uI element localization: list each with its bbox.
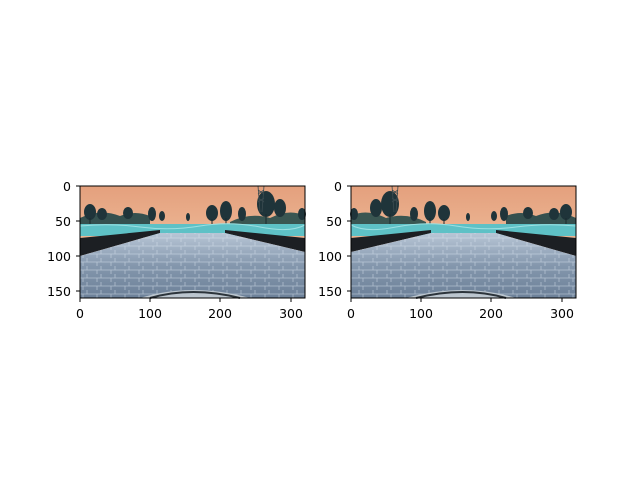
right-xtick-label: 100 bbox=[409, 306, 433, 321]
left-ytick-label: 150 bbox=[47, 284, 71, 299]
left-xtick-label: 300 bbox=[279, 306, 303, 321]
right-yticks bbox=[347, 185, 351, 292]
right-xtick-label: 0 bbox=[347, 306, 355, 321]
left-ytick-label: 100 bbox=[47, 249, 71, 264]
left-axes-frame bbox=[79, 185, 306, 299]
right-axes-frame bbox=[350, 185, 577, 299]
left-ytick-label: 50 bbox=[55, 214, 71, 229]
right-ytick-label: 0 bbox=[334, 179, 342, 194]
left-yticks bbox=[76, 185, 80, 292]
left-panel: 0 50 100 150 0 100 200 300 bbox=[47, 179, 307, 321]
right-xtick-label: 200 bbox=[479, 306, 503, 321]
left-xtick-label: 0 bbox=[76, 306, 84, 321]
right-panel: 0 50 100 150 0 100 200 300 bbox=[318, 179, 577, 321]
right-ytick-label: 50 bbox=[326, 214, 342, 229]
right-xticks bbox=[350, 298, 563, 302]
right-xtick-label: 300 bbox=[550, 306, 574, 321]
right-road-image bbox=[349, 185, 577, 299]
right-ytick-label: 150 bbox=[318, 284, 342, 299]
left-xtick-label: 100 bbox=[138, 306, 162, 321]
left-xtick-label: 200 bbox=[208, 306, 232, 321]
right-ytick-label: 100 bbox=[318, 249, 342, 264]
left-road-image bbox=[79, 185, 307, 299]
left-ytick-label: 0 bbox=[63, 179, 71, 194]
left-xticks bbox=[79, 298, 292, 302]
